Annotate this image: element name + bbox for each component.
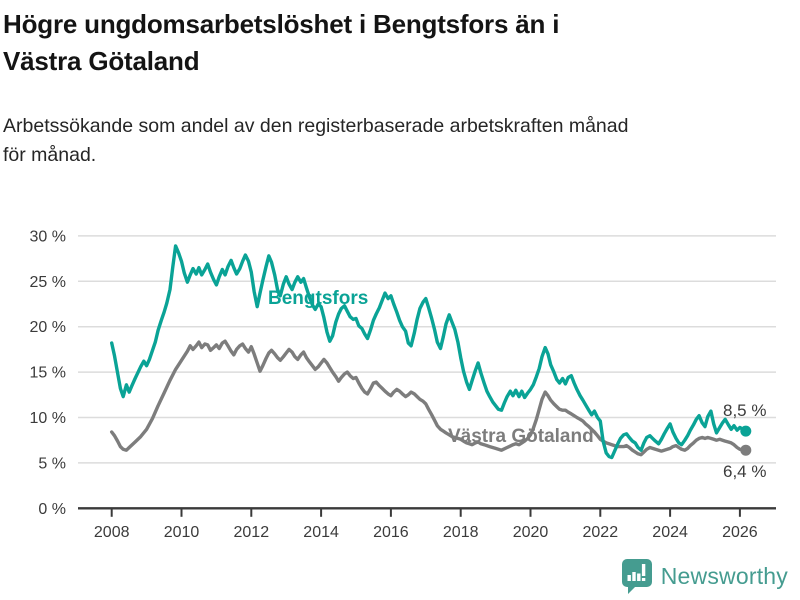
y-tick-label: 30 % xyxy=(30,228,66,245)
x-tick-label: 2022 xyxy=(583,524,619,541)
gridlines xyxy=(78,235,776,464)
x-tick-label: 2014 xyxy=(303,524,339,541)
end-dot-vastra-gotaland xyxy=(740,444,752,456)
newsworthy-logo[interactable]: Newsworthy xyxy=(618,556,788,596)
x-tick-label: 2012 xyxy=(234,524,270,541)
newsworthy-logo-icon xyxy=(621,559,652,594)
x-axis-ticks xyxy=(110,508,741,517)
y-tick-label: 0 % xyxy=(38,501,66,518)
x-tick-label: 2008 xyxy=(94,524,130,541)
end-dot-bengtsfors xyxy=(740,425,752,437)
y-tick-label: 5 % xyxy=(38,455,66,472)
series-label-vastra-gotaland: Västra Götaland xyxy=(448,426,594,447)
series-line-bengtsfors xyxy=(110,244,748,460)
chart-title: Högre ungdomsarbetslöshet i Bengtsfors ä… xyxy=(3,9,560,77)
x-tick-label: 2026 xyxy=(722,524,758,541)
x-tick-label: 2016 xyxy=(373,524,409,541)
x-axis-labels: 2008 2010 2012 2014 2016 2018 2020 2022 2024 2026 xyxy=(94,524,758,541)
y-tick-label: 25 % xyxy=(30,274,66,291)
end-value-bengtsfors: 8,5 % xyxy=(723,401,766,420)
y-tick-label: 10 % xyxy=(30,410,66,427)
x-tick-label: 2018 xyxy=(443,524,479,541)
x-tick-label: 2010 xyxy=(164,524,200,541)
x-tick-label: 2024 xyxy=(652,524,688,541)
chart-subtitle: Arbetssökande som andel av den registerb… xyxy=(3,115,629,167)
y-axis-labels: 0 % 5 % 10 % 15 % 20 % 25 % 30 % xyxy=(30,228,66,517)
series-label-bengtsfors: Bengtsfors xyxy=(268,288,368,309)
series-line-vastra-gotaland xyxy=(110,339,748,457)
y-tick-label: 20 % xyxy=(30,319,66,336)
logo-bars xyxy=(627,564,646,581)
end-value-vastra-gotaland: 6,4 % xyxy=(723,462,766,481)
y-tick-label: 15 % xyxy=(30,365,66,382)
x-tick-label: 2020 xyxy=(513,524,549,541)
newsworthy-logo-text: Newsworthy xyxy=(660,562,788,589)
